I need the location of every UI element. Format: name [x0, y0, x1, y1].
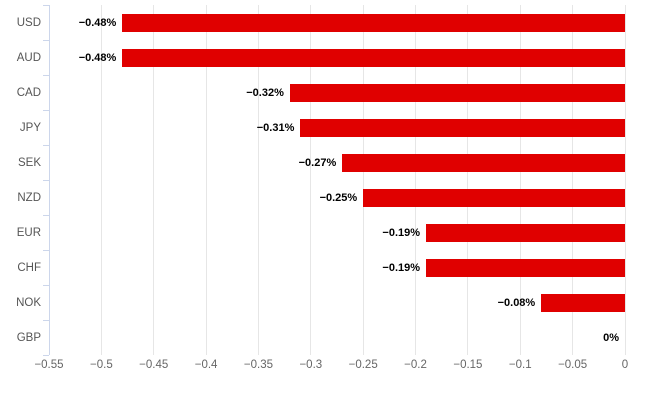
x-tick-label: −0.5	[90, 359, 113, 371]
gridline	[205, 5, 207, 355]
bar-value-label-usd: −0.48%	[78, 16, 117, 29]
category-label-aud: AUD	[16, 51, 41, 64]
gridline	[310, 5, 312, 355]
axis-tick	[43, 144, 49, 146]
bar-nok	[541, 293, 625, 312]
category-label-usd: USD	[16, 16, 41, 29]
bar-value-label-nok: −0.08%	[497, 296, 536, 309]
x-tick-label: −0.2	[404, 359, 427, 371]
gridline	[467, 5, 469, 355]
bar-value-label-chf: −0.19%	[382, 261, 421, 274]
axis-tick	[43, 109, 49, 111]
axis-tick	[43, 179, 49, 181]
x-tick-label: −0.05	[558, 359, 588, 371]
x-tick-label: −0.15	[453, 359, 483, 371]
gridline	[624, 5, 626, 355]
gridline	[153, 5, 155, 355]
bar-usd	[122, 13, 625, 32]
axis-tick	[43, 249, 49, 251]
bar-value-label-nzd: −0.25%	[319, 191, 358, 204]
bar-value-label-eur: −0.19%	[382, 226, 421, 239]
gridline	[257, 5, 259, 355]
bar-value-label-sek: −0.27%	[298, 156, 337, 169]
gridline	[519, 5, 521, 355]
x-tick-label: −0.35	[243, 359, 274, 371]
axis-tick	[43, 39, 49, 41]
x-tick-label: −0.1	[508, 359, 532, 371]
category-label-gbp: GBP	[16, 331, 41, 344]
axis-tick	[43, 74, 49, 76]
category-label-cad: CAD	[16, 86, 41, 99]
category-label-sek: SEK	[17, 156, 41, 169]
x-tick-label: −0.55	[34, 359, 64, 371]
bar-cad	[289, 83, 625, 102]
plot-area: −0.48% −0.48% −0.32% −0.31% −0.27% −0.25% −0.1…	[43, 4, 626, 356]
bar-sek	[342, 153, 625, 172]
bar-value-label-jpy: −0.31%	[256, 121, 295, 134]
axis-tick	[43, 214, 49, 216]
bar-value-label-aud: −0.48%	[78, 51, 117, 64]
x-tick-label: −0.3	[299, 359, 323, 371]
bar-eur	[426, 223, 625, 242]
gridline	[415, 5, 417, 355]
category-axis-line	[48, 5, 50, 355]
value-axis-labels: −0.55 −0.5 −0.45 −0.4 −0.35 −0.3 −0.25 −0.2 −0.1…	[34, 359, 629, 379]
category-label-jpy: JPY	[19, 121, 41, 134]
bar-aud	[122, 48, 625, 67]
x-tick-label: −0.45	[139, 359, 169, 371]
category-axis-labels: USD AUD CAD JPY SEK NZD EUR CHF NOK GBP	[0, 5, 41, 355]
gridline	[362, 5, 364, 355]
axis-tick	[43, 319, 49, 321]
category-label-chf: CHF	[17, 261, 41, 274]
category-label-nzd: NZD	[17, 191, 41, 204]
bar-chf	[426, 258, 625, 277]
category-label-eur: EUR	[16, 226, 41, 239]
x-tick-label: 0	[621, 359, 629, 371]
axis-tick	[43, 4, 49, 6]
gridline	[100, 5, 102, 355]
bar-jpy	[300, 118, 625, 137]
x-tick-label: −0.25	[348, 359, 378, 371]
axis-tick	[43, 284, 49, 286]
x-tick-label: −0.4	[194, 359, 218, 371]
category-label-nok: NOK	[16, 296, 41, 309]
bar-nzd	[363, 188, 625, 207]
gridline	[572, 5, 574, 355]
bar-value-label-gbp: 0%	[603, 331, 619, 344]
bar-value-label-cad: −0.32%	[246, 86, 284, 99]
axis-tick	[43, 354, 49, 356]
